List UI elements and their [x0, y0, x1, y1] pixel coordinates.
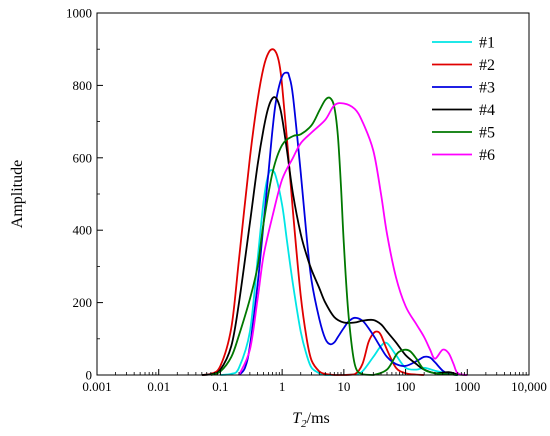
legend-label-2: #2: [479, 57, 495, 74]
y-tick-label-4: 600: [73, 150, 93, 165]
legend: #1 #2 #3 #4 #5 #6: [432, 35, 495, 164]
legend-label-5: #5: [479, 125, 495, 142]
legend-label-4: #4: [479, 102, 495, 119]
x-tick-label-4: 1: [279, 379, 286, 394]
legend-label-3: #3: [479, 80, 495, 97]
y-tick-label-3: 400: [73, 223, 93, 238]
x-axis-title: T2/ms: [292, 410, 330, 430]
y-tick-label-5: 800: [73, 78, 93, 93]
x-tick-label-6: 100: [396, 379, 416, 394]
y-axis-title: Amplitude: [9, 160, 26, 228]
x-tick-label-5: 10: [337, 379, 350, 394]
x-tick-label-8: 10,000: [511, 379, 547, 394]
x-tick-label-1: 0.001: [82, 379, 111, 394]
y-tick-label-2: 200: [73, 295, 93, 310]
x-axis-title-unit: /ms: [307, 410, 330, 427]
legend-label-1: #1: [479, 35, 495, 52]
x-tick-label-2: 0.01: [147, 379, 170, 394]
y-tick-label-6: 1000: [66, 6, 92, 21]
legend-label-6: #6: [479, 147, 495, 164]
series-line-5: [210, 96, 458, 376]
x-axis-title-symbol: T: [292, 410, 302, 427]
series-line-6: [238, 102, 468, 376]
series-line-3: [238, 71, 458, 376]
series-line-2: [201, 48, 425, 376]
plot-frame: [96, 12, 530, 376]
axis-ticks: 0.001 0.01 0.1 1 10 100 1000 10,000 0 200 400 600 80…: [66, 6, 547, 395]
series-line-4: [201, 96, 468, 376]
x-tick-label-3: 0.1: [212, 379, 228, 394]
x-tick-label-7: 1000: [454, 379, 480, 394]
x-axis-title-subscript: 2: [301, 418, 307, 430]
series-layer: [201, 48, 468, 376]
y-tick-label-1: 0: [86, 368, 93, 383]
